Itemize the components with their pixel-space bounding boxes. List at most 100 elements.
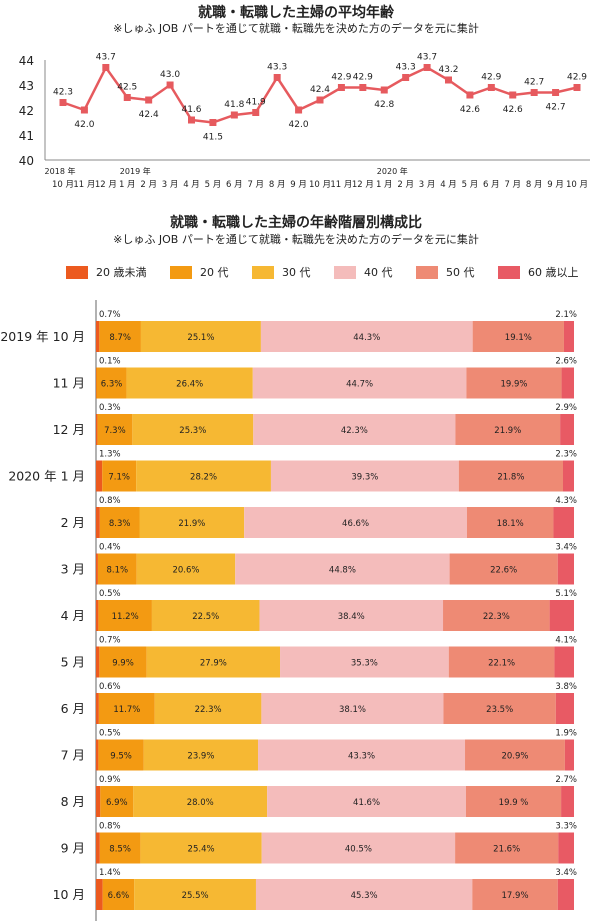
bar-segment	[260, 321, 473, 352]
line-data-label: 42.4	[310, 85, 330, 95]
bar-data-label: 41.6%	[353, 798, 380, 808]
line-x-tick-label: 3 月	[162, 180, 179, 190]
bar-data-label: 28.0%	[187, 798, 214, 808]
bar-data-label: 22.3%	[195, 705, 222, 715]
bar-data-label: 44.3%	[353, 333, 380, 343]
bar-segment	[259, 600, 444, 631]
line-data-label: 43.7	[96, 53, 116, 63]
line-x-tick-label: 2 月	[397, 180, 414, 190]
line-point	[423, 64, 431, 71]
bar-segment	[563, 321, 574, 352]
bar-category-label: 2019 年 10 月	[0, 329, 85, 344]
bar-data-label: 25.5%	[182, 891, 209, 901]
line-data-label: 42.0	[289, 120, 309, 130]
line-data-label: 42.7	[546, 103, 566, 113]
bar-segment	[102, 879, 135, 910]
line-x-tick-label: 7 月	[504, 180, 521, 190]
line-x-tick-label: 5 月	[462, 180, 479, 190]
line-data-label: 42.0	[74, 120, 94, 130]
line-x-tick-label: 10 月	[52, 180, 74, 190]
bar-data-label: 22.3%	[483, 612, 510, 622]
bar-data-label: 22.1%	[488, 659, 515, 669]
bar-data-label: 0.1%	[99, 357, 121, 367]
bar-segment	[443, 693, 556, 724]
bar-segment	[564, 739, 574, 771]
bar-segment	[99, 832, 141, 864]
legend-swatch-20s	[170, 265, 192, 279]
bar-data-label: 1.4%	[99, 868, 121, 878]
bar-segment	[96, 600, 99, 631]
bar-segment	[270, 460, 459, 492]
line-point	[487, 84, 495, 91]
bar-data-label: 46.6%	[342, 519, 369, 529]
line-x-tick-label: 11 月	[73, 180, 95, 190]
bar-segment	[99, 507, 140, 538]
line-x-tick-label: 12 月	[352, 180, 374, 190]
line-point	[295, 106, 303, 114]
bar-segment	[244, 507, 467, 538]
legend-label-under20: 20 歳未満	[96, 266, 147, 279]
line-point	[530, 89, 538, 96]
line-point	[252, 109, 260, 116]
line-point	[59, 99, 67, 106]
legend-label-40s: 40 代	[364, 266, 393, 279]
bar-data-label: 2.3%	[555, 450, 577, 460]
line-x-tick-label: 6 月	[226, 180, 243, 190]
bar-data-label: 23.9%	[187, 752, 214, 762]
line-point	[316, 96, 324, 104]
bar-segment	[554, 646, 574, 678]
line-x-tick-label: 5 月	[205, 180, 222, 190]
line-y-tick-label: 42	[19, 104, 34, 118]
bar-segment	[139, 507, 245, 538]
line-x-tick-label: 1 月	[376, 180, 393, 190]
line-x-tick-label: 4 月	[183, 180, 200, 190]
bar-chart-subtitle: ※しゅふ JOB パートを通じて就職・転職先を決めた方のデータを元に集計	[113, 233, 479, 246]
bar-data-label: 19.9 %	[499, 798, 529, 808]
bar-segment	[472, 321, 564, 352]
bar-segment	[557, 879, 574, 910]
line-data-label: 42.4	[139, 110, 159, 120]
bar-segment	[136, 460, 271, 492]
bar-segment	[561, 367, 574, 399]
bar-segment	[98, 600, 152, 631]
bar-segment	[96, 507, 100, 538]
bar-data-label: 35.3%	[351, 659, 378, 669]
line-x-tick-label: 6 月	[483, 180, 500, 190]
bar-data-label: 0.5%	[99, 589, 121, 599]
line-point	[123, 94, 131, 101]
line-data-label: 41.9	[246, 98, 266, 108]
bar-segment	[96, 786, 101, 817]
line-point	[359, 84, 367, 91]
bar-data-label: 1.9%	[555, 729, 577, 739]
bar-data-label: 21.9%	[178, 519, 205, 529]
line-chart-title: 就職・転職した主婦の平均年齢	[198, 5, 394, 21]
bar-data-label: 20.6%	[172, 566, 199, 576]
bar-data-label: 8.3%	[109, 519, 131, 529]
bar-segment	[557, 553, 574, 585]
bar-segment	[563, 460, 574, 492]
bar-segment	[96, 646, 100, 678]
bar-data-label: 44.8%	[329, 566, 356, 576]
bar-category-label: 5 月	[61, 655, 85, 670]
bar-data-label: 0.7%	[99, 310, 121, 320]
bar-data-label: 22.5%	[192, 612, 219, 622]
bar-segment	[449, 553, 558, 585]
bar-data-label: 25.4%	[188, 845, 215, 855]
bar-data-label: 0.7%	[99, 636, 121, 646]
bar-data-label: 3.4%	[555, 868, 577, 878]
bar-segment	[96, 693, 99, 724]
line-x-tick-label: 3 月	[419, 180, 436, 190]
line-x-tick-label: 4 月	[440, 180, 457, 190]
bar-segment	[443, 600, 550, 631]
bar-segment	[96, 367, 127, 399]
bar-data-label: 2.9%	[555, 403, 577, 413]
bar-data-label: 6.6%	[108, 891, 130, 901]
bar-data-label: 27.9%	[200, 659, 227, 669]
bar-segment	[465, 786, 562, 817]
line-year-label: 2018 年	[45, 166, 76, 176]
bar-data-label: 0.8%	[99, 496, 121, 506]
bar-data-label: 0.8%	[99, 822, 121, 832]
line-data-label: 43.2	[438, 65, 458, 75]
bar-segment	[96, 414, 98, 445]
line-x-tick-label: 7 月	[247, 180, 264, 190]
